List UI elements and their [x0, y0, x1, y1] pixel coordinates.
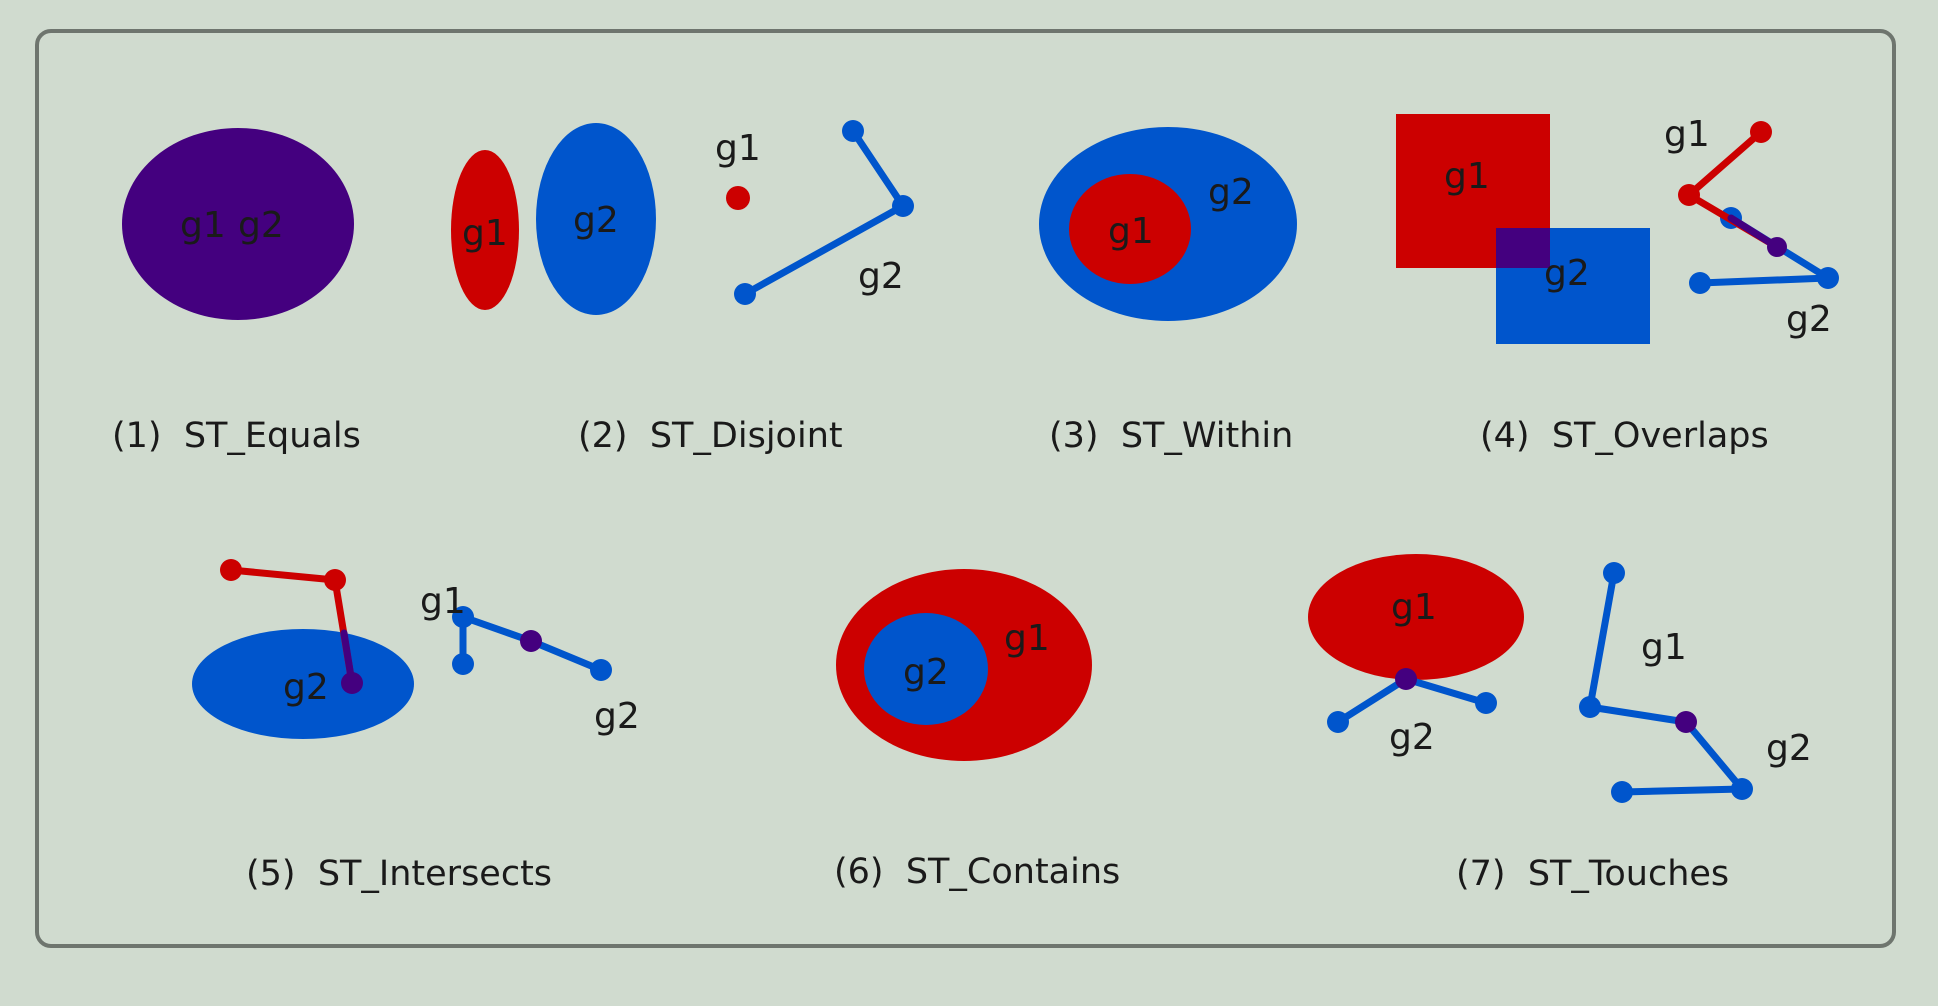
disjoint-g2-vertex [842, 120, 864, 142]
equals-caption: (1) ST_Equals [112, 416, 361, 456]
overlaps-g2-line-label: g2 [1786, 299, 1832, 340]
contains-g1-label: g1 [1004, 618, 1050, 659]
panel-equals: g1 g2 (1) ST_Equals [112, 128, 361, 456]
overlaps-g1-line-label: g1 [1664, 114, 1710, 155]
overlaps-g1-vertex [1678, 184, 1700, 206]
disjoint-g2-vertex [892, 195, 914, 217]
intersects-intersection-point [341, 672, 363, 694]
intersects-g1-point-label: g1 [420, 581, 466, 622]
intersects-g2-polygon [192, 629, 414, 739]
touches-touch-point [1675, 711, 1697, 733]
panel-intersects: g2 g1 g2 (5) ST_Intersects [192, 559, 640, 894]
panel-touches: g1 g2 g1 g2 (7) ST_Touches [1308, 554, 1812, 894]
touches-g1-line-label: g1 [1641, 627, 1687, 668]
disjoint-g2-line-label: g2 [858, 256, 904, 297]
touches-g2-vertex [1475, 692, 1497, 714]
equals-g1-label: g1 [180, 205, 226, 246]
within-caption: (3) ST_Within [1049, 416, 1293, 456]
intersects-g1-vertex [220, 559, 242, 581]
contains-g2-polygon [864, 613, 988, 725]
touches-g1-vertex [1579, 696, 1601, 718]
overlaps-g2-vertex [1817, 267, 1839, 289]
within-g2-label: g2 [1208, 172, 1254, 213]
touches-g1-vertex [1603, 562, 1625, 584]
within-g1-polygon [1069, 174, 1191, 284]
panel-disjoint: g1 g2 g1 g2 (2) ST_Disjoint [451, 120, 914, 456]
diagram-frame [35, 29, 1896, 948]
equals-g1-g2-polygon [122, 128, 354, 320]
overlaps-g1-polygon-label: g1 [1444, 156, 1490, 197]
overlaps-g2-linestring [1696, 214, 1832, 287]
panel-overlaps: g1 g2 g1 g2 (4) ST_Overlaps [1396, 114, 1839, 456]
intersects-g1-point [520, 630, 542, 652]
touches-g1-polygon-label: g1 [1391, 587, 1437, 628]
touches-touch-point [1395, 668, 1417, 690]
intersects-g2-polygon-label: g2 [283, 667, 329, 708]
equals-g2-label: g2 [238, 205, 284, 246]
contains-g2-label: g2 [903, 652, 949, 693]
disjoint-g1-point [726, 186, 750, 210]
disjoint-g2-polygon [536, 123, 656, 315]
intersects-g2-line-label: g2 [594, 696, 640, 737]
disjoint-caption: (2) ST_Disjoint [578, 416, 843, 456]
touches-g2-vertex [1327, 711, 1349, 733]
overlaps-g1-vertex [1767, 237, 1787, 257]
intersects-g2-vertex [452, 653, 474, 675]
intersects-g2-vertex [590, 659, 612, 681]
disjoint-g1-polygon-label: g1 [462, 213, 508, 254]
touches-g2-vertex [1731, 778, 1753, 800]
touches-g2-linestring-b [1618, 718, 1746, 796]
intersects-g1-vertex [324, 569, 346, 591]
panel-within: g1 g2 (3) ST_Within [1039, 127, 1297, 456]
panel-contains: g2 g1 (6) ST_Contains [834, 569, 1120, 892]
touches-g1-polygon [1308, 554, 1524, 680]
disjoint-g2-polygon-label: g2 [573, 200, 619, 241]
overlaps-g1-vertex [1750, 121, 1772, 143]
overlaps-caption: (4) ST_Overlaps [1480, 416, 1769, 456]
overlaps-intersection-area [1496, 228, 1550, 268]
disjoint-g1-point-label: g1 [715, 128, 761, 169]
disjoint-g1-polygon [451, 150, 519, 310]
contains-caption: (6) ST_Contains [834, 852, 1120, 892]
touches-g2-polygon-line-label: g2 [1389, 717, 1435, 758]
disjoint-g2-vertex [734, 283, 756, 305]
touches-caption: (7) ST_Touches [1456, 854, 1729, 894]
intersects-g2-vertex [452, 606, 474, 628]
overlaps-g2-polygon-label: g2 [1544, 253, 1590, 294]
overlaps-g2-vertex [1689, 272, 1711, 294]
touches-g2-line-label: g2 [1766, 728, 1812, 769]
touches-g2-vertex [1611, 781, 1633, 803]
within-g1-label: g1 [1108, 211, 1154, 252]
intersects-g2-linestring [459, 613, 605, 674]
intersects-caption: (5) ST_Intersects [246, 854, 552, 894]
